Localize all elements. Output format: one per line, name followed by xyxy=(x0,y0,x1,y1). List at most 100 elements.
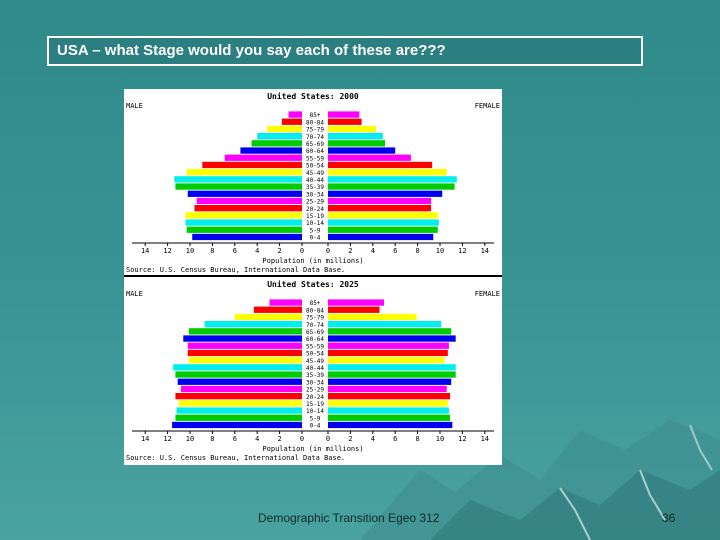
age-group-label: 55-59 xyxy=(306,343,324,350)
age-group-label: 35-39 xyxy=(306,184,324,191)
female-bar xyxy=(328,421,453,429)
female-bar xyxy=(328,306,380,313)
x-tick-label: 12 xyxy=(163,435,171,443)
x-tick-label: 0 xyxy=(300,247,304,255)
age-group-label: 60-64 xyxy=(306,336,324,343)
female-label: FEMALE xyxy=(475,290,500,298)
age-group-label: 50-54 xyxy=(306,163,324,170)
x-tick-label: 0 xyxy=(326,247,330,255)
male-bar xyxy=(187,349,302,357)
male-bar xyxy=(267,125,302,133)
female-bar xyxy=(328,133,383,140)
age-group-label: 15-19 xyxy=(306,213,324,220)
female-bar xyxy=(328,393,451,400)
male-bar xyxy=(204,321,302,328)
male-bar xyxy=(186,169,302,176)
age-group-label: 5-9 xyxy=(310,227,321,234)
age-group-label: 30-34 xyxy=(306,379,324,386)
male-bar xyxy=(188,357,302,364)
female-bar xyxy=(328,335,456,342)
female-bar xyxy=(328,190,443,197)
age-group-label: 60-64 xyxy=(306,148,324,155)
age-group-label: 45-49 xyxy=(306,170,324,177)
x-tick-label: 8 xyxy=(415,247,419,255)
age-group-label: 75-79 xyxy=(306,127,324,134)
age-group-label: 45-49 xyxy=(306,358,324,365)
male-bar xyxy=(173,364,302,371)
male-bar xyxy=(183,335,302,342)
age-group-label: 5-9 xyxy=(310,415,321,422)
male-bar xyxy=(192,233,302,241)
male-bar xyxy=(253,306,302,313)
male-bar xyxy=(224,154,302,161)
x-tick-label: 10 xyxy=(436,435,444,443)
age-group-label: 40-44 xyxy=(306,177,324,184)
female-bar xyxy=(328,169,447,176)
source-note: Source: U.S. Census Bureau, Internationa… xyxy=(126,454,345,462)
male-bar xyxy=(175,414,302,421)
female-bar xyxy=(328,378,452,385)
x-tick-label: 4 xyxy=(255,435,259,443)
age-group-label: 25-29 xyxy=(306,199,324,206)
female-bar xyxy=(328,349,448,357)
female-bar xyxy=(328,385,447,393)
female-bar xyxy=(328,118,362,125)
female-bar xyxy=(328,212,438,219)
age-group-label: 30-34 xyxy=(306,191,324,198)
male-bar xyxy=(177,378,302,385)
female-bar xyxy=(328,176,457,183)
female-bar xyxy=(328,400,448,407)
age-group-label: 0-4 xyxy=(310,235,321,242)
female-bar xyxy=(328,147,396,154)
male-bar xyxy=(186,226,302,233)
male-label: MALE xyxy=(126,290,143,298)
female-bar xyxy=(328,313,417,321)
male-bar xyxy=(178,400,302,407)
x-tick-label: 14 xyxy=(141,247,149,255)
male-bar xyxy=(175,371,302,378)
male-bar xyxy=(202,161,302,169)
x-axis-label: Population (in millions) xyxy=(262,445,363,453)
female-bar xyxy=(328,407,449,414)
age-group-label: 55-59 xyxy=(306,155,324,162)
x-tick-label: 6 xyxy=(233,247,237,255)
age-group-label: 20-24 xyxy=(306,206,324,213)
x-tick-label: 4 xyxy=(371,247,375,255)
x-axis-label: Population (in millions) xyxy=(262,257,363,265)
female-label: FEMALE xyxy=(475,102,500,110)
age-group-label: 70-74 xyxy=(306,322,324,329)
female-bar xyxy=(328,364,456,371)
x-tick-label: 2 xyxy=(348,435,352,443)
x-tick-label: 14 xyxy=(141,435,149,443)
female-bar xyxy=(328,154,411,161)
female-bar xyxy=(328,183,455,190)
x-tick-label: 10 xyxy=(186,435,194,443)
x-tick-label: 14 xyxy=(481,435,489,443)
x-tick-label: 12 xyxy=(163,247,171,255)
age-group-label: 20-24 xyxy=(306,394,324,401)
female-bar xyxy=(328,161,433,169)
female-bar xyxy=(328,140,386,147)
female-bar xyxy=(328,197,432,205)
chart-title: United States: 2025 xyxy=(267,279,359,289)
male-bar xyxy=(281,118,302,125)
male-bar xyxy=(176,407,302,414)
x-tick-label: 6 xyxy=(393,247,397,255)
age-group-label: 85+ xyxy=(310,300,321,307)
age-group-label: 70-74 xyxy=(306,134,324,141)
x-tick-label: 4 xyxy=(255,247,259,255)
male-bar xyxy=(234,313,302,321)
x-tick-label: 12 xyxy=(458,435,466,443)
x-tick-label: 8 xyxy=(210,247,214,255)
female-bar xyxy=(328,371,456,378)
x-tick-label: 2 xyxy=(277,247,281,255)
male-bar xyxy=(257,133,302,140)
female-bar xyxy=(328,111,360,118)
male-bar xyxy=(174,176,302,183)
male-bar xyxy=(288,111,302,118)
age-group-label: 10-14 xyxy=(306,220,324,227)
male-bar xyxy=(188,328,302,335)
male-bar xyxy=(175,393,302,400)
